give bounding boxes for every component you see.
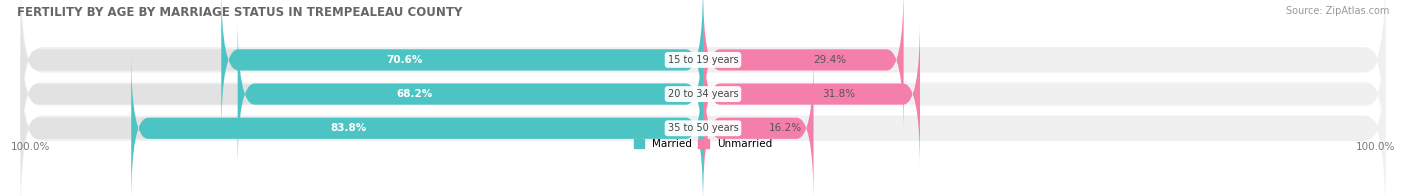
FancyBboxPatch shape — [21, 0, 1385, 150]
FancyBboxPatch shape — [703, 0, 1385, 135]
Text: 83.8%: 83.8% — [330, 123, 367, 133]
FancyBboxPatch shape — [21, 38, 1385, 196]
FancyBboxPatch shape — [221, 0, 703, 135]
FancyBboxPatch shape — [21, 53, 703, 196]
Text: 100.0%: 100.0% — [10, 142, 49, 152]
Text: 15 to 19 years: 15 to 19 years — [668, 55, 738, 65]
Legend: Married, Unmarried: Married, Unmarried — [630, 135, 776, 153]
FancyBboxPatch shape — [131, 53, 703, 196]
Text: 31.8%: 31.8% — [821, 89, 855, 99]
FancyBboxPatch shape — [21, 4, 1385, 184]
Text: Source: ZipAtlas.com: Source: ZipAtlas.com — [1285, 6, 1389, 16]
Text: 29.4%: 29.4% — [814, 55, 846, 65]
FancyBboxPatch shape — [703, 53, 1385, 196]
Text: 70.6%: 70.6% — [387, 55, 423, 65]
FancyBboxPatch shape — [703, 19, 1385, 169]
Text: 100.0%: 100.0% — [1357, 142, 1396, 152]
Text: 20 to 34 years: 20 to 34 years — [668, 89, 738, 99]
FancyBboxPatch shape — [238, 19, 703, 169]
FancyBboxPatch shape — [703, 53, 814, 196]
Text: 68.2%: 68.2% — [396, 89, 433, 99]
FancyBboxPatch shape — [703, 19, 920, 169]
FancyBboxPatch shape — [21, 19, 703, 169]
Text: FERTILITY BY AGE BY MARRIAGE STATUS IN TREMPEALEAU COUNTY: FERTILITY BY AGE BY MARRIAGE STATUS IN T… — [17, 6, 463, 19]
Text: 35 to 50 years: 35 to 50 years — [668, 123, 738, 133]
FancyBboxPatch shape — [703, 0, 904, 135]
FancyBboxPatch shape — [21, 0, 703, 135]
Text: 16.2%: 16.2% — [769, 123, 801, 133]
